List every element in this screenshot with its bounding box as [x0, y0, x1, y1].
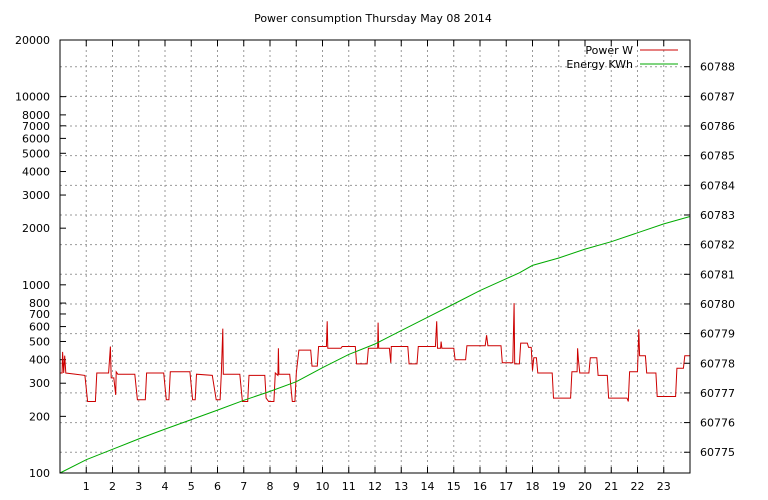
x-tick-label: 1: [83, 480, 90, 493]
y-right-tick-label: 60783: [700, 209, 735, 222]
series-line-power: [60, 303, 690, 402]
x-tick-label: 4: [162, 480, 169, 493]
series-lines: [59, 216, 691, 474]
series-line-energy: [59, 216, 691, 474]
x-tick-label: 19: [552, 480, 566, 493]
y-left-tick-label: 6000: [22, 132, 50, 145]
x-tick-label: 20: [578, 480, 592, 493]
grid: [60, 40, 690, 473]
y-right-tick-label: 60778: [700, 357, 735, 370]
y-right-tick-label: 60775: [700, 446, 735, 459]
y-right-tick-label: 60779: [700, 328, 735, 341]
legend-label-energy: Energy KWh: [566, 58, 633, 71]
x-tick-label: 6: [214, 480, 221, 493]
x-tick-label: 13: [394, 480, 408, 493]
x-tick-label: 2: [109, 480, 116, 493]
axis-ticks: 1 2 3 4 5 6 7 8 9 10 11 12 13 14 15 16 17 18 19 20 21 22 23100…: [15, 34, 735, 493]
y-right-tick-label: 60785: [700, 150, 735, 163]
x-tick-label: 5: [188, 480, 195, 493]
plot-frame: [59, 39, 691, 474]
y-left-tick-label: 800: [29, 297, 50, 310]
y-left-tick-label: 200: [29, 410, 50, 423]
x-tick-label: 12: [368, 480, 382, 493]
x-tick-label: 23: [657, 480, 671, 493]
legend-label-power: Power W: [585, 44, 633, 57]
y-left-tick-label: 3000: [22, 189, 50, 202]
y-right-tick-label: 60781: [700, 268, 735, 281]
x-tick-label: 9: [293, 480, 300, 493]
y-right-tick-label: 60776: [700, 417, 735, 430]
y-left-tick-label: 400: [29, 354, 50, 367]
x-tick-label: 8: [267, 480, 274, 493]
y-left-tick-label: 4000: [22, 166, 50, 179]
x-tick-label: 21: [604, 480, 618, 493]
x-tick-label: 14: [421, 480, 435, 493]
x-tick-label: 17: [499, 480, 513, 493]
x-tick-label: 15: [447, 480, 461, 493]
y-right-tick-label: 60786: [700, 120, 735, 133]
y-left-tick-label: 600: [29, 321, 50, 334]
y-left-tick-label: 100: [29, 467, 50, 480]
y-left-tick-label: 700: [29, 308, 50, 321]
y-left-tick-label: 7000: [22, 120, 50, 133]
chart-title: Power consumption Thursday May 08 2014: [254, 12, 492, 25]
y-right-tick-label: 60787: [700, 90, 735, 103]
y-left-tick-label: 1000: [22, 279, 50, 292]
y-left-tick-label: 10000: [15, 91, 50, 104]
legend: Power W Energy KWh: [566, 44, 678, 71]
y-left-tick-label: 20000: [15, 34, 50, 47]
y-right-tick-label: 60777: [700, 387, 735, 400]
y-left-tick-label: 5000: [22, 147, 50, 160]
x-tick-label: 3: [135, 480, 142, 493]
y-left-tick-label: 2000: [22, 222, 50, 235]
y-left-tick-label: 8000: [22, 109, 50, 122]
y-right-tick-label: 60780: [700, 298, 735, 311]
x-tick-label: 16: [473, 480, 487, 493]
x-tick-label: 18: [526, 480, 540, 493]
y-right-tick-label: 60788: [700, 61, 735, 74]
x-tick-label: 22: [631, 480, 645, 493]
y-left-tick-label: 500: [29, 335, 50, 348]
y-right-tick-label: 60782: [700, 239, 735, 252]
x-tick-label: 11: [342, 480, 356, 493]
x-tick-label: 10: [316, 480, 330, 493]
y-right-tick-label: 60784: [700, 179, 735, 192]
x-tick-label: 7: [240, 480, 247, 493]
y-left-tick-label: 300: [29, 377, 50, 390]
